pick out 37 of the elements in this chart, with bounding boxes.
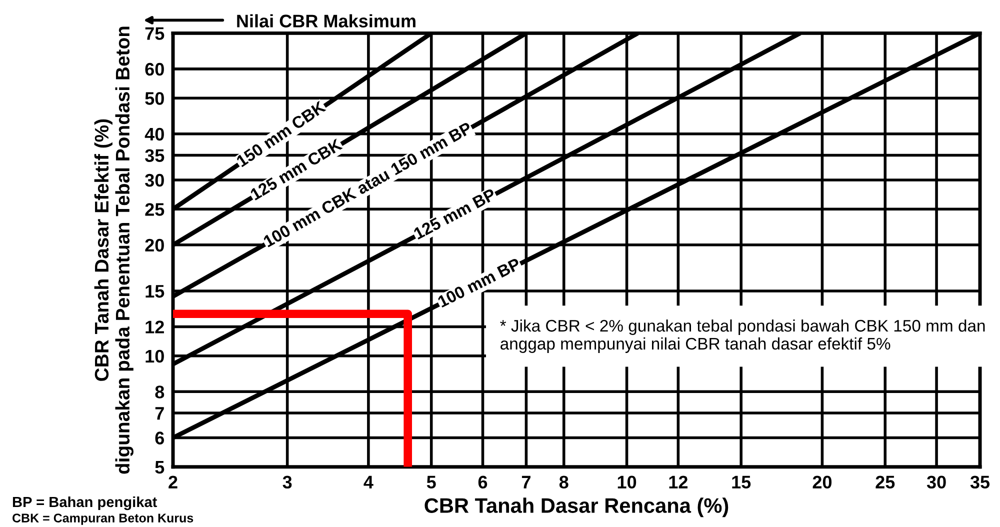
x-tick-label: 30 bbox=[926, 476, 946, 489]
text: 100 mm BP bbox=[437, 258, 522, 308]
x-tick-label: 10 bbox=[618, 476, 636, 489]
y-tick-label: 35 bbox=[145, 149, 164, 162]
x-tick-label: 8 bbox=[559, 476, 568, 489]
x-tick-label: 25 bbox=[876, 476, 895, 489]
x-tick-label: 20 bbox=[812, 476, 832, 489]
y-tick-label: 20 bbox=[145, 238, 164, 252]
text: 125 mm BP bbox=[413, 188, 497, 240]
x-tick-label: 5 bbox=[426, 476, 436, 489]
x-tick-label: 4 bbox=[364, 476, 374, 488]
text: Nilai CBR Maksimum bbox=[237, 14, 416, 28]
text: CBK = Campuran Beton Kurus bbox=[12, 514, 194, 525]
text: BP = Bahan pengikat bbox=[12, 496, 158, 510]
y-tick-label: 30 bbox=[145, 174, 164, 187]
y-tick-label: 5 bbox=[155, 461, 164, 474]
x-tick-label: 7 bbox=[522, 476, 530, 488]
y-tick-label: 7 bbox=[155, 407, 164, 420]
x-tick-label: 6 bbox=[478, 476, 488, 489]
annotation: * Jika CBR < 2% gunakan tebal pondasi bawah CBK 150 mm dan anggap mempunyai nilai CBR tanah dasar efektif 5% bbox=[500, 319, 985, 353]
x-tick-label: 15 bbox=[732, 476, 751, 489]
y-tick-label: 8 bbox=[155, 386, 164, 398]
y-tick-label: 10 bbox=[146, 350, 164, 363]
y-tick-label: 12 bbox=[146, 320, 164, 334]
y-tick-label: 25 bbox=[145, 203, 164, 216]
y-tick-label: 15 bbox=[146, 285, 164, 298]
y-axis-title: CBR Tanah Dasar Efektif (%) digunakan pada Penentuan Tebal Pondasi Beton bbox=[94, 26, 134, 474]
y-tick-label: 40 bbox=[144, 128, 164, 141]
x-tick-label: 12 bbox=[669, 476, 688, 488]
x-tick-label: 35 bbox=[970, 476, 990, 489]
y-tick-label: 50 bbox=[145, 92, 164, 105]
x-tick-label: 3 bbox=[282, 476, 292, 489]
y-tick-label: 75 bbox=[145, 27, 164, 40]
y-tick-label: 6 bbox=[155, 432, 164, 444]
x-tick-label: 2 bbox=[168, 476, 178, 488]
x-axis-title: CBR Tanah Dasar Rencana (%) bbox=[424, 498, 728, 518]
y-tick-label: 60 bbox=[145, 62, 164, 76]
